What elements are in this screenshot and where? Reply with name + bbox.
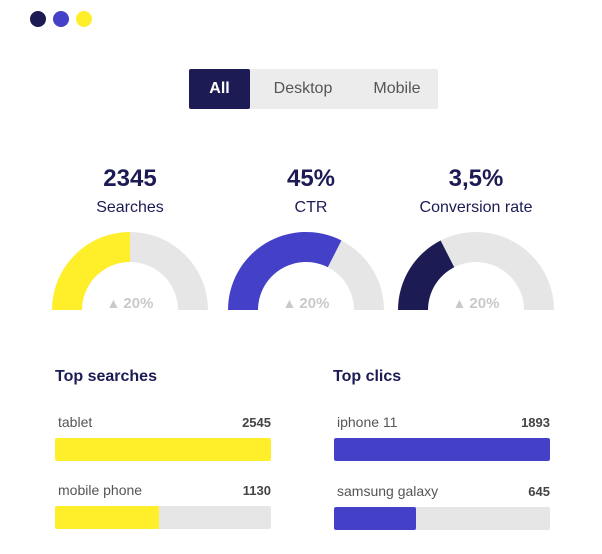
- change-indicator: ▲ 20%: [266, 295, 346, 312]
- top-searches-title: Top searches: [55, 368, 157, 385]
- bar-track: [55, 506, 271, 529]
- item-value: 645: [528, 484, 550, 499]
- stat-label: Conversion rate: [419, 199, 533, 216]
- gauge-ctr: [228, 232, 384, 310]
- change-indicator: ▲ 20%: [90, 295, 170, 312]
- tab-mobile[interactable]: Mobile: [373, 80, 421, 97]
- item-label: tablet: [58, 414, 93, 430]
- arrow-up-icon: ▲: [106, 295, 121, 311]
- arrow-up-icon: ▲: [282, 295, 297, 311]
- stat-label: CTR: [294, 199, 328, 216]
- item-value: 2545: [242, 415, 271, 430]
- change-indicator: ▲ 20%: [436, 295, 516, 312]
- bar-track: [334, 438, 550, 461]
- tab-all[interactable]: All: [189, 69, 250, 109]
- arrow-up-icon: ▲: [452, 295, 467, 311]
- stat-ctr: 45% CTR: [211, 164, 411, 218]
- bar-fill: [334, 507, 417, 530]
- change-value: 20%: [123, 295, 154, 312]
- change-value: 20%: [469, 295, 500, 312]
- item-label: iphone 11: [337, 414, 398, 430]
- window-dot-blue: [53, 11, 69, 27]
- bar-fill: [55, 506, 159, 529]
- item-value: 1130: [242, 483, 271, 498]
- stat-value: 2345: [103, 165, 157, 192]
- top-clics-title: Top clics: [333, 368, 402, 385]
- gauge-fill: [52, 232, 130, 310]
- bar-track: [334, 507, 550, 530]
- window-dot-navy: [30, 11, 46, 27]
- stat-label: Searches: [96, 199, 164, 216]
- device-filter-tabs: All Desktop Mobile: [189, 69, 438, 109]
- change-value: 20%: [299, 295, 330, 312]
- gauge-fill: [228, 232, 342, 310]
- item-label: samsung galaxy: [337, 483, 439, 499]
- bar-fill: [334, 438, 550, 461]
- stat-searches: 2345 Searches: [30, 164, 230, 218]
- window-dot-yellow: [76, 11, 92, 27]
- gauge-conversion-rate: [398, 232, 554, 310]
- stat-value: 3,5%: [448, 165, 504, 192]
- stat-conversion-rate: 3,5% Conversion rate: [376, 164, 576, 218]
- bar-fill: [55, 438, 271, 461]
- tab-desktop[interactable]: Desktop: [273, 80, 333, 97]
- gauge-searches: [52, 232, 208, 310]
- item-label: mobile phone: [58, 482, 143, 498]
- stat-value: 45%: [286, 165, 336, 192]
- item-value: 1893: [521, 415, 550, 430]
- bar-track: [55, 438, 271, 461]
- gauge-fill: [398, 240, 455, 310]
